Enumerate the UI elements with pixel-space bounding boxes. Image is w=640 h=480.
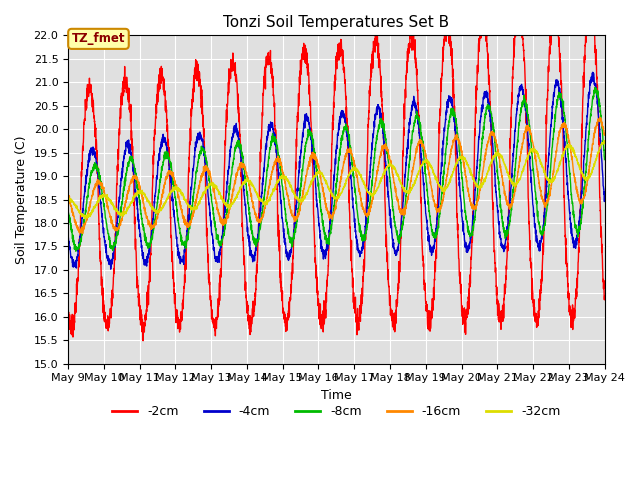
Line: -8cm: -8cm (68, 87, 605, 251)
-4cm (157, 139, 165, 144)
-4cm (107, 266, 115, 272)
-2cm (591, 26, 598, 32)
-16cm (532, 162, 540, 168)
-32cm (601, 139, 609, 145)
-16cm (601, 132, 609, 138)
Line: -32cm: -32cm (68, 141, 605, 218)
-8cm (157, 170, 165, 176)
-8cm (590, 87, 598, 93)
-2cm (157, 63, 165, 69)
Line: -4cm: -4cm (68, 72, 605, 269)
-32cm (125, 203, 133, 208)
-4cm (64, 229, 72, 235)
Line: -16cm: -16cm (68, 118, 605, 234)
-2cm (270, 100, 278, 106)
-4cm (589, 70, 596, 75)
-8cm (601, 156, 609, 162)
-16cm (79, 231, 86, 237)
-4cm (591, 82, 598, 87)
-4cm (532, 238, 540, 243)
-16cm (270, 163, 278, 168)
-2cm (293, 113, 301, 119)
-32cm (532, 149, 540, 155)
-16cm (157, 197, 165, 203)
-16cm (590, 130, 598, 136)
-4cm (293, 186, 301, 192)
-8cm (532, 201, 540, 206)
-8cm (72, 248, 80, 254)
-16cm (596, 115, 604, 120)
-8cm (270, 134, 278, 140)
X-axis label: Time: Time (321, 389, 352, 402)
Y-axis label: Soil Temperature (C): Soil Temperature (C) (15, 135, 28, 264)
-32cm (590, 161, 598, 167)
-2cm (532, 311, 540, 316)
-32cm (81, 216, 88, 221)
-8cm (125, 156, 133, 161)
-32cm (600, 138, 608, 144)
-8cm (64, 208, 72, 214)
-8cm (293, 218, 301, 224)
-2cm (140, 338, 147, 344)
-32cm (157, 208, 165, 214)
Title: Tonzi Soil Temperatures Set B: Tonzi Soil Temperatures Set B (223, 15, 449, 30)
-4cm (601, 193, 609, 199)
Line: -2cm: -2cm (68, 0, 605, 341)
-4cm (270, 133, 278, 139)
-16cm (125, 184, 133, 190)
-4cm (125, 142, 133, 148)
-32cm (293, 195, 301, 201)
-32cm (64, 198, 72, 204)
-2cm (125, 107, 133, 113)
-16cm (64, 192, 72, 198)
-32cm (270, 188, 278, 194)
-2cm (601, 293, 609, 299)
Text: TZ_fmet: TZ_fmet (72, 32, 125, 46)
-8cm (591, 84, 599, 90)
-16cm (293, 214, 301, 220)
-2cm (64, 298, 72, 303)
Legend: -2cm, -4cm, -8cm, -16cm, -32cm: -2cm, -4cm, -8cm, -16cm, -32cm (107, 400, 566, 423)
